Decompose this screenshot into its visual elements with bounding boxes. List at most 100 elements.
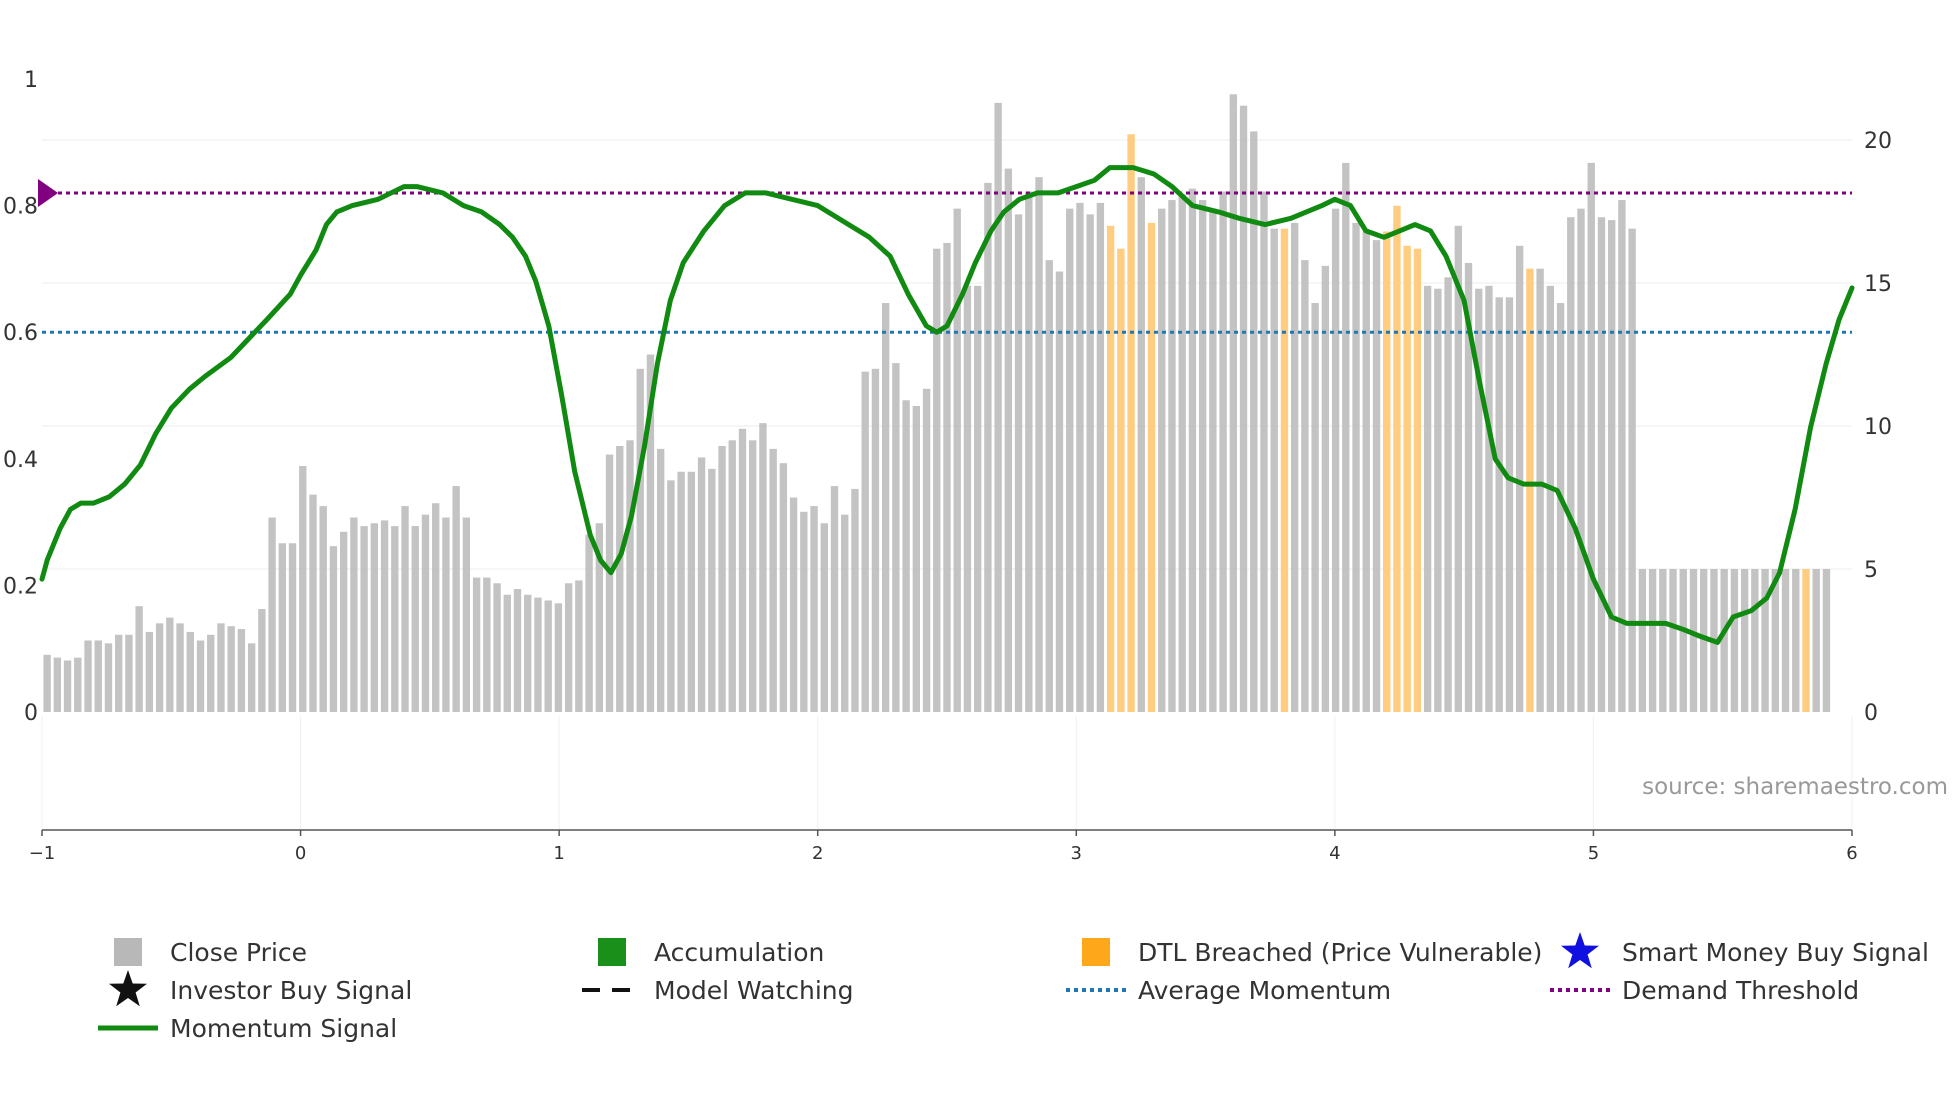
close-price-bar [871,368,880,712]
close-price-bar [1331,208,1340,712]
close-price-bar [1628,228,1636,712]
close-price-bar [953,208,961,712]
close-price-bar [319,506,327,712]
demand-threshold-marker [38,178,58,207]
close-price-bar [1730,569,1739,712]
close-price-bar [411,526,419,712]
legend: Close Price Accumulation DTL Breached (Pri… [98,932,1929,1043]
close-price-bar [1669,569,1677,712]
legend-item: Average Momentum [1066,976,1391,1005]
close-price-bar [963,285,972,712]
close-price-bar [789,497,798,712]
close-price-bar [616,446,624,712]
close-price-bar [881,303,890,712]
legend-label: DTL Breached (Price Vulnerable) [1138,938,1542,967]
dtl-breached-bar [1117,248,1125,712]
close-price-bar [544,600,552,712]
close-price-bar [1771,569,1779,712]
close-price-bar [421,514,430,712]
close-price-bar [830,486,839,712]
close-price-bar [861,371,869,712]
close-price-bar [94,640,102,712]
x-axis-tick-label: 5 [1588,843,1599,864]
left-axis-tick-label: 0 [24,701,38,726]
close-price-bar [1454,225,1462,713]
close-price-bar [462,517,471,712]
close-price-bar [1781,569,1790,712]
dtl-breached-bar [1413,248,1422,712]
dtl-breached-bar [1393,205,1401,712]
star-icon [109,970,147,1007]
close-price-bar [1505,297,1514,712]
close-price-bar [391,526,399,712]
close-price-bar [1740,569,1749,712]
close-price-bar [237,629,246,712]
close-price-bar [329,546,338,712]
x-axis-tick-label: 3 [1071,843,1082,864]
legend-swatch [114,938,142,966]
close-price-bar [1618,200,1626,712]
legend-label: Close Price [170,938,307,967]
close-price-bar [1178,194,1186,713]
dtl-breached-bar [1403,245,1411,712]
close-price-bar [1035,177,1043,712]
close-price-bar [1546,285,1555,712]
close-price-bar [800,511,808,712]
close-price-bar [1158,208,1166,712]
close-price-bar [247,643,256,712]
close-price-bar [1659,569,1667,712]
legend-swatch [1082,938,1110,966]
close-price-bar [1055,271,1064,712]
close-price-bar [1045,260,1053,712]
close-price-bar [1423,285,1432,712]
close-price-bar [697,457,706,712]
momentum-signal-line [39,165,1855,645]
close-price-bar [820,523,828,712]
close-price-bar [166,617,174,712]
legend-label: Model Watching [654,976,854,1005]
close-price-bar [1464,262,1473,712]
close-price-bar [892,363,900,712]
close-price-bar [943,242,951,712]
close-price-bar [1301,260,1309,712]
close-price-bar [1761,569,1769,712]
close-price-bar [769,448,777,712]
left-axis-tick-label: 0.4 [3,448,38,473]
close-price-bar [810,506,818,712]
close-price-bar [1700,569,1708,712]
legend-item: DTL Breached (Price Vulnerable) [1082,938,1542,967]
close-price-bar [994,102,1002,712]
x-axis-tick-label: 0 [295,843,306,864]
close-price-bar [1239,105,1248,713]
close-price-bar [1198,200,1207,712]
close-price-bar [1025,191,1033,713]
close-price-bar [125,634,133,712]
close-price-bar [53,657,62,712]
dtl-breached-bar [1383,231,1391,712]
close-price-bar [585,534,593,712]
close-price-bar [1751,569,1759,712]
close-price-bar [1291,222,1299,712]
right-axis-tick-label: 0 [1864,701,1878,726]
close-price-bar [749,440,757,712]
close-price-bar [564,583,573,712]
close-price-bar [350,517,358,712]
legend-item: Investor Buy Signal [109,970,412,1007]
close-price-bar [1250,131,1258,713]
right-axis-tick-label: 5 [1864,558,1878,583]
close-price-bar [1577,208,1585,712]
close-price-bar [196,640,205,712]
close-price-bar [1638,569,1647,712]
close-price-bar [155,623,164,712]
legend-label: Investor Buy Signal [170,976,412,1005]
close-price-bar [656,448,665,712]
close-price-bar [933,248,941,712]
close-price-bar [360,526,368,712]
close-price-bar [1321,265,1330,712]
close-price-bar [595,523,603,712]
close-price-bar [605,454,614,712]
close-price-bar [1495,297,1503,712]
close-price-bar [483,577,491,712]
close-price-bar [1536,268,1544,712]
